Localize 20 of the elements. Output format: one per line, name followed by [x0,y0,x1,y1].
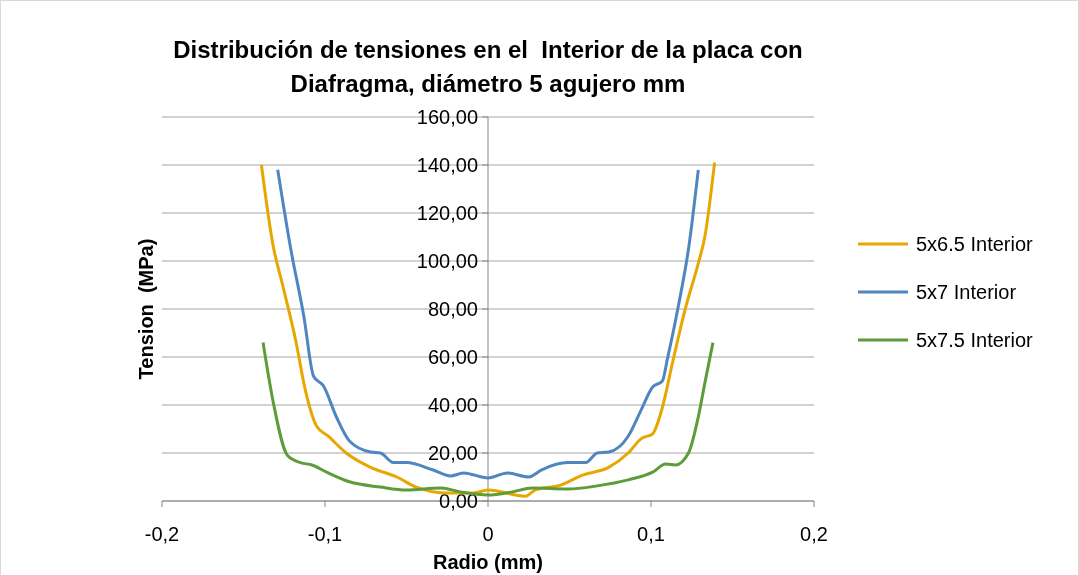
y-axis-title: Tension (MPa) [135,238,157,380]
y-tick-label: 120,00 [416,202,478,224]
x-tick-label: 0,2 [800,523,828,545]
y-tick-label: 140,00 [416,154,478,176]
legend-label: 5x7 Interior [916,281,1017,303]
x-tick-label: -0,1 [307,523,343,545]
x-tick-label: -0,2 [144,523,180,545]
x-tick-label: 0,1 [637,523,665,545]
chart-title: Distribución de tensiones en el Interior de la placa con Diafragma, diámetro 5 agujero mm [173,36,803,97]
y-tick-label: 20,00 [427,442,478,464]
y-tick-label: 100,00 [416,250,478,272]
x-tick-label: 0 [482,523,494,545]
y-tick-label: 0,00 [439,490,478,512]
y-tick-label: 40,00 [427,394,478,416]
y-tick-label: 160,00 [416,106,478,128]
y-tick-label: 80,00 [427,298,478,320]
x-axis-title: Radio (mm) [433,551,543,573]
y-tick-label: 60,00 [427,346,478,368]
legend-label: 5x7.5 Interior [916,329,1034,351]
legend-label: 5x6.5 Interior [916,233,1034,255]
